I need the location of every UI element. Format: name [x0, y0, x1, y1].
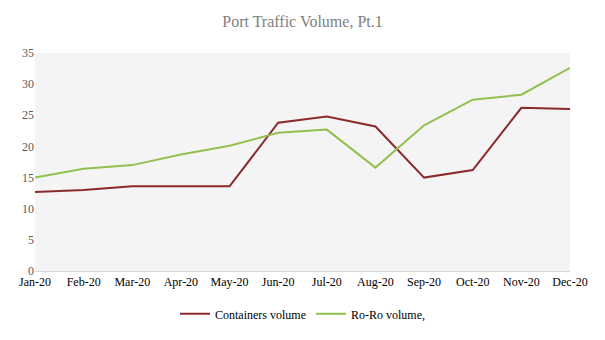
- svg-text:15: 15: [22, 171, 34, 185]
- svg-text:Jun-20: Jun-20: [262, 275, 295, 289]
- svg-text:Feb-20: Feb-20: [67, 275, 101, 289]
- svg-text:0: 0: [28, 264, 34, 278]
- svg-text:Jul-20: Jul-20: [312, 275, 342, 289]
- svg-text:Containers volume: Containers volume: [215, 308, 306, 322]
- svg-text:Aug-20: Aug-20: [357, 275, 394, 289]
- svg-text:10: 10: [22, 202, 34, 216]
- svg-text:Oct-20: Oct-20: [456, 275, 489, 289]
- svg-text:Apr-20: Apr-20: [164, 275, 198, 289]
- svg-text:5: 5: [28, 233, 34, 247]
- svg-text:25: 25: [22, 108, 34, 122]
- svg-text:May-20: May-20: [211, 275, 249, 289]
- svg-text:Ro-Ro volume,: Ro-Ro volume,: [351, 308, 425, 322]
- svg-text:Nov-20: Nov-20: [503, 275, 540, 289]
- svg-text:Mar-20: Mar-20: [114, 275, 150, 289]
- svg-text:Sep-20: Sep-20: [407, 275, 441, 289]
- svg-text:35: 35: [22, 46, 34, 60]
- svg-text:Dec-20: Dec-20: [552, 275, 587, 289]
- svg-text:20: 20: [22, 140, 34, 154]
- svg-text:Jan-20: Jan-20: [19, 275, 51, 289]
- svg-text:30: 30: [22, 77, 34, 91]
- svg-text:Port Traffic Volume, Pt.1: Port Traffic Volume, Pt.1: [222, 13, 382, 30]
